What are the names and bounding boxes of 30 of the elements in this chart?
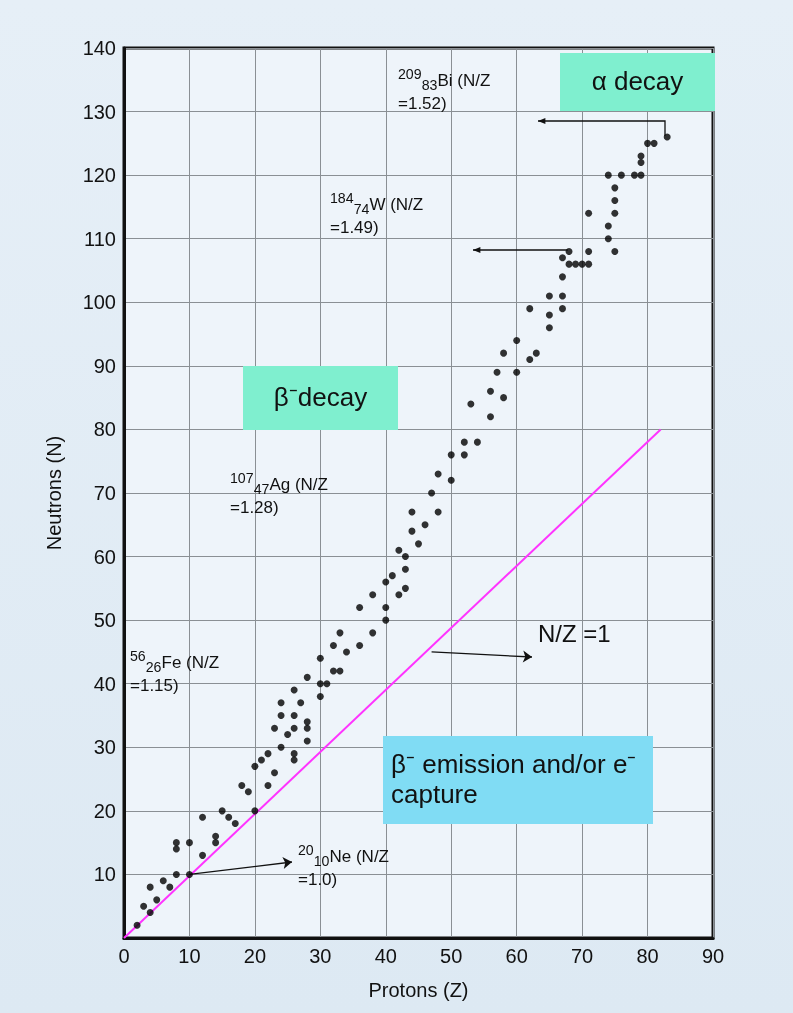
y-tick-label: 130	[82, 100, 116, 123]
x-tick-label: 10	[178, 945, 201, 967]
x-tick-label: 80	[636, 945, 659, 967]
x-tick-label: 40	[374, 945, 397, 967]
annotation: β⁻decay	[243, 366, 398, 430]
y-tick-label: 120	[82, 164, 116, 187]
x-tick-label: 20	[243, 945, 267, 967]
y-tick-label: 10	[93, 863, 116, 886]
y-tick-label: 20	[93, 799, 116, 822]
y-tick-label: 80	[93, 418, 116, 441]
y-tick-label: 30	[93, 736, 116, 759]
y-tick-label: 100	[82, 291, 116, 314]
y-tick-label: 50	[93, 609, 116, 632]
x-tick-label: 90	[701, 945, 725, 967]
annotation: β⁻ emission and/or e⁻ capture	[383, 736, 653, 824]
y-tick-label: 60	[93, 545, 116, 568]
y-tick-label: 40	[93, 672, 116, 695]
y-tick-label: 110	[84, 227, 116, 250]
x-tick-label: 30	[309, 945, 332, 967]
annotation: N/Z =1	[538, 620, 611, 649]
y-axis-title: Neutrons (N)	[43, 435, 65, 551]
y-tick-label: 90	[93, 354, 116, 377]
x-axis-title: Protons (Z)	[368, 979, 469, 1001]
y-tick-label: 140	[82, 37, 116, 59]
x-tick-label: 70	[570, 945, 594, 967]
x-tick-label: 50	[440, 945, 463, 967]
y-tick-label: 70	[93, 482, 116, 504]
annotation: α decay	[560, 53, 715, 111]
x-tick-label: 60	[505, 945, 528, 967]
x-tick-label: 0	[118, 945, 130, 967]
